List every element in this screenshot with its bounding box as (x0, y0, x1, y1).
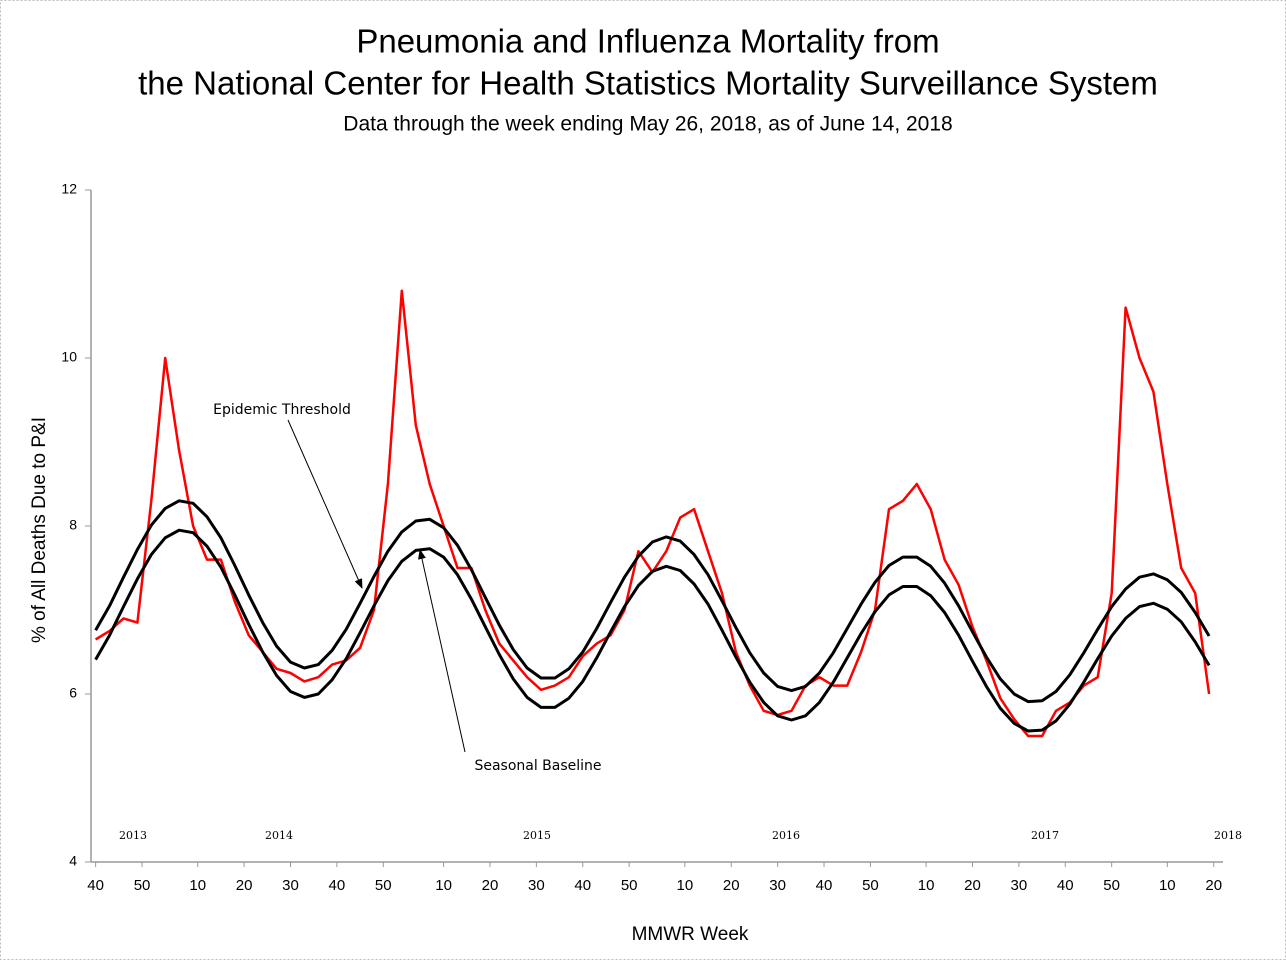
y-tick-label: 10 (61, 349, 77, 365)
chart-subtitle: Data through the week ending May 26, 201… (343, 113, 952, 136)
year-label: 2018 (1214, 829, 1242, 842)
year-label: 2014 (265, 829, 293, 842)
x-tick-label: 50 (621, 877, 638, 894)
chart-title: the National Center for Health Statistic… (138, 65, 1158, 102)
x-tick-label: 40 (87, 877, 104, 894)
plot-area (94, 289, 1211, 738)
x-tick-label: 20 (482, 877, 499, 894)
x-axis-title: MMWR Week (632, 924, 749, 945)
year-label: 2016 (772, 829, 800, 842)
y-tick-label: 4 (69, 853, 77, 869)
y-tick-label: 6 (69, 685, 77, 701)
x-tick-label: 10 (676, 877, 693, 894)
annotation: Epidemic Threshold (213, 402, 351, 418)
x-tick-label: 40 (1057, 877, 1074, 894)
x-tick-label: 20 (1205, 877, 1222, 894)
x-tick-label: 20 (236, 877, 253, 894)
x-tick-label: 50 (1103, 877, 1120, 894)
x-tick-label: 30 (528, 877, 545, 894)
x-tick-label: 50 (375, 877, 392, 894)
x-tick-label: 10 (918, 877, 935, 894)
annotation-arrow (287, 419, 363, 589)
x-tick-label: 40 (816, 877, 833, 894)
x-tick-label: 10 (1159, 877, 1176, 894)
y-axis-title: % of All Deaths Due to P&I (29, 417, 50, 643)
x-tick-label: 50 (134, 877, 151, 894)
x-tick-label: 10 (189, 877, 206, 894)
series-line (94, 499, 1211, 704)
x-tick-label: 50 (862, 877, 879, 894)
chart-title: Pneumonia and Influenza Mortality from (356, 23, 939, 60)
year-label: 2015 (523, 829, 551, 842)
x-tick-label: 40 (329, 877, 346, 894)
x-tick-label: 10 (435, 877, 452, 894)
year-label: 2013 (119, 829, 147, 842)
year-label: 2017 (1031, 829, 1059, 842)
series-line (94, 289, 1211, 738)
x-tick-label: 30 (282, 877, 299, 894)
x-tick-label: 30 (769, 877, 786, 894)
y-tick-label: 8 (69, 517, 77, 533)
x-tick-label: 40 (574, 877, 591, 894)
annotation-arrow (418, 549, 466, 753)
x-tick-label: 20 (723, 877, 740, 894)
x-tick-label: 30 (1011, 877, 1028, 894)
series-line (94, 528, 1211, 733)
y-tick-label: 12 (61, 181, 77, 197)
annotation: Seasonal Baseline (474, 758, 601, 774)
x-tick-label: 20 (964, 877, 981, 894)
